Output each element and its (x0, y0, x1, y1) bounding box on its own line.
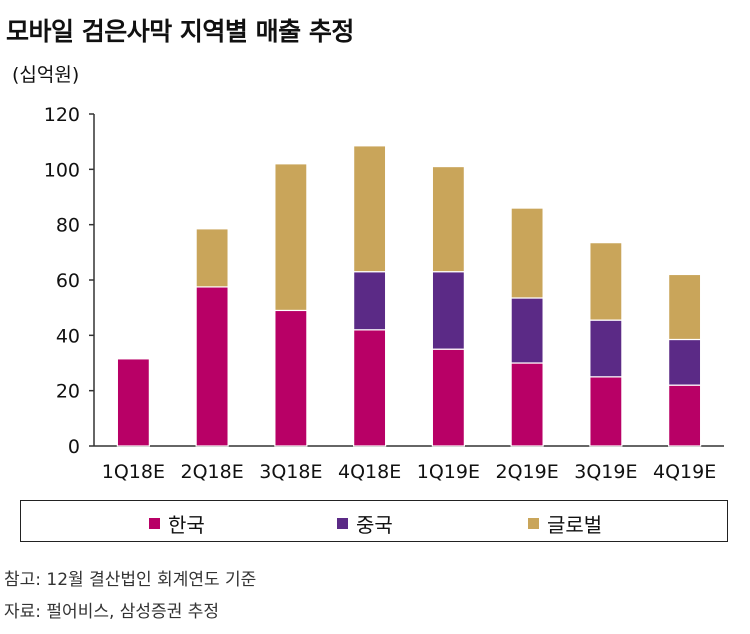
bar-global (431, 165, 465, 273)
bar-global (668, 273, 702, 341)
bar-korea (274, 309, 308, 447)
y-tick-label: 20 (56, 381, 80, 403)
x-tick-label: 2Q18E (181, 461, 244, 483)
bar-china (510, 297, 544, 364)
x-tick-label: 1Q19E (417, 461, 480, 483)
bar-korea (116, 358, 150, 447)
y-tick-label: 40 (56, 325, 80, 347)
legend-item-korea: 한국 (149, 509, 205, 538)
bar-korea (589, 376, 623, 447)
y-tick-label: 60 (56, 270, 80, 292)
y-axis-unit: (십억원) (12, 64, 80, 86)
bar-global (589, 242, 623, 321)
y-tick-label: 120 (44, 104, 80, 126)
legend-label-korea: 한국 (168, 513, 205, 537)
bar-korea (431, 348, 465, 447)
bar-global (274, 163, 308, 312)
bar-china (431, 271, 465, 350)
legend: 한국 중국 글로벌 (20, 500, 728, 542)
x-tick-label: 3Q19E (574, 461, 637, 483)
y-tick-label: 80 (56, 215, 80, 237)
bar-global (510, 207, 544, 299)
x-tick-label: 1Q18E (102, 461, 165, 483)
bar-global (353, 145, 387, 273)
bar-korea (353, 329, 387, 447)
bar-china (668, 338, 702, 386)
footnote-reference: 참고: 12월 결산법인 회계연도 기준 (4, 570, 257, 590)
bar-china (589, 319, 623, 378)
y-tick-label: 100 (44, 159, 80, 181)
legend-label-global: 글로벌 (547, 513, 603, 537)
legend-swatch-global (528, 518, 539, 529)
bar-china (353, 271, 387, 331)
y-tick-label: 0 (68, 436, 80, 458)
legend-item-global: 글로벌 (528, 509, 602, 538)
x-tick-label: 2Q19E (496, 461, 559, 483)
x-tick-label: 3Q18E (259, 461, 322, 483)
stacked-bar-chart: 0 20 40 60 80 100 120 1Q18E 2Q18E 3Q18E 4Q18E 1Q19E… (44, 104, 724, 483)
bar-korea (668, 384, 702, 447)
footnote-source: 자료: 펄어비스, 삼성증권 추정 (4, 602, 220, 622)
bar-global (195, 228, 229, 288)
x-tick-label: 4Q19E (653, 461, 716, 483)
chart-title: 모바일 검은사막 지역별 매출 추정 (6, 17, 354, 46)
bar-korea (195, 286, 229, 447)
x-tick-label: 4Q18E (338, 461, 401, 483)
legend-swatch-china (337, 518, 348, 529)
bar-korea (510, 362, 544, 447)
legend-label-china: 중국 (356, 513, 393, 537)
legend-swatch-korea (149, 518, 160, 529)
legend-item-china: 중국 (337, 509, 393, 538)
